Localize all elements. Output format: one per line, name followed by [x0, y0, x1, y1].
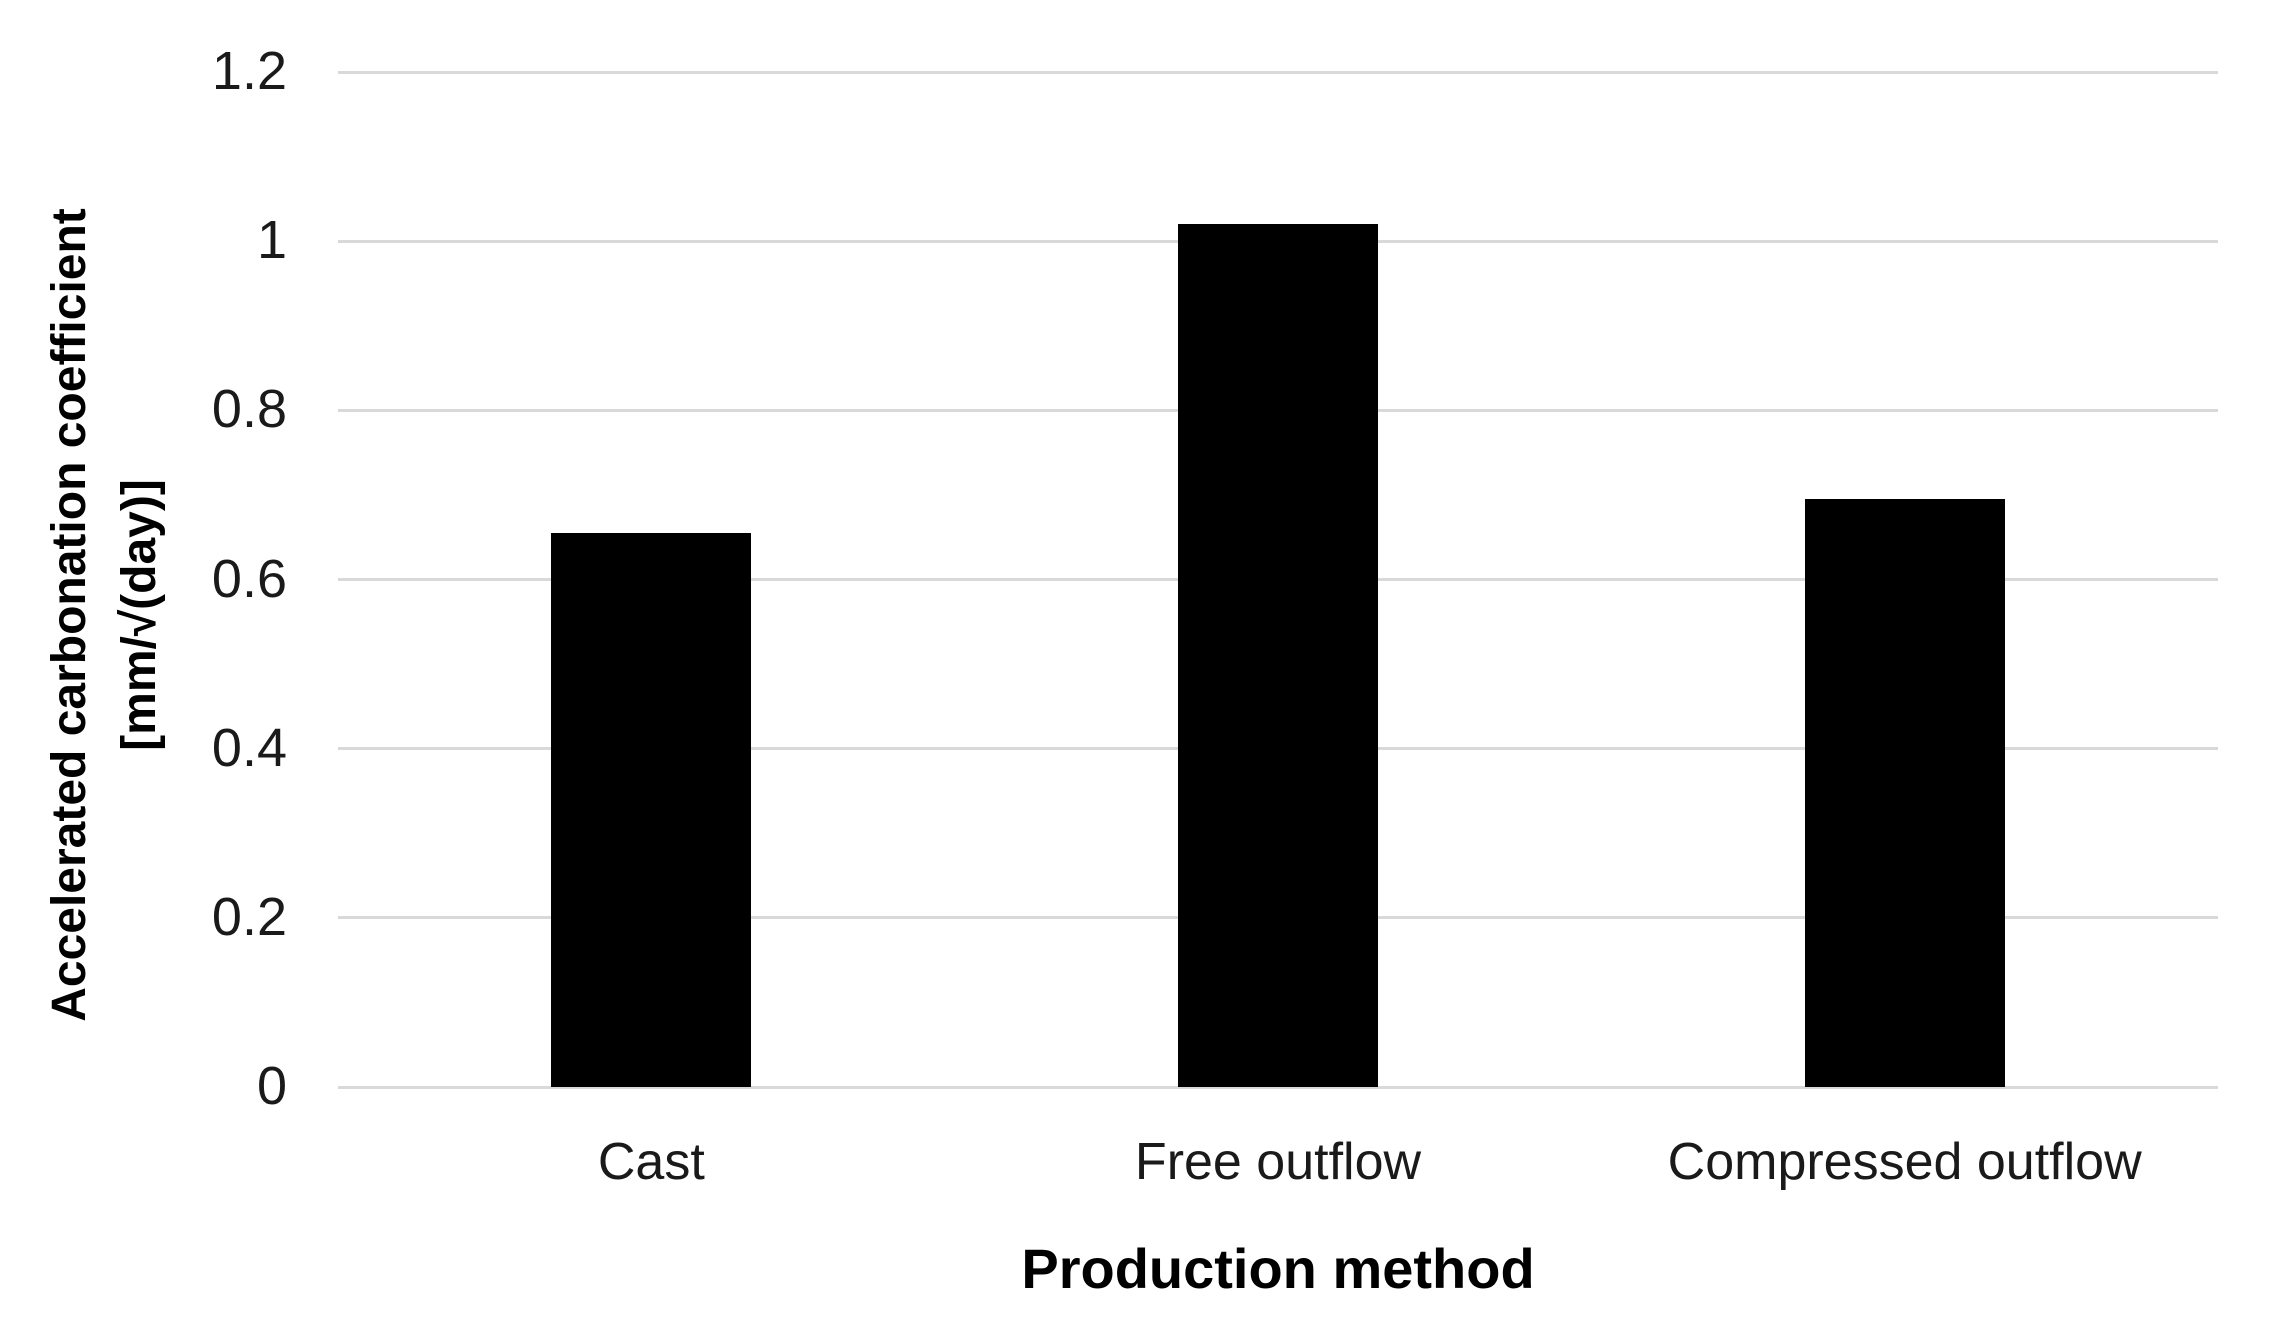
y-tick-label-0.2: 0.2	[211, 886, 287, 947]
category-label-cast: Cast	[597, 1133, 705, 1191]
gridline-1.2	[338, 70, 2218, 74]
y-tick-label-1: 1	[256, 209, 287, 270]
y-axis-title: Accelerated carbonation coefficient [mm/…	[35, 208, 175, 1022]
y-tick-label-0.8: 0.8	[211, 379, 287, 440]
y-tick-label-1.2: 1.2	[211, 40, 287, 101]
y-tick-label-0: 0	[256, 1055, 287, 1116]
y-axis-title-line1: Accelerated carbonation coefficient	[43, 208, 96, 1022]
y-tick-label-0.6: 0.6	[211, 548, 287, 609]
gridline-0	[338, 1085, 2218, 1089]
category-label-compressed-outflow: Compressed outflow	[1667, 1133, 2142, 1191]
y-tick-label-0.4: 0.4	[211, 717, 287, 778]
bar-free-outflow	[1178, 224, 1378, 1087]
bar-cast	[551, 532, 752, 1087]
y-axis-title-line2: [mm/√(day)]	[113, 479, 166, 751]
bar-compressed-outflow	[1804, 499, 2005, 1087]
category-label-free-outflow: Free outflow	[1134, 1133, 1422, 1191]
x-axis-title: Production method	[1021, 1237, 1535, 1300]
